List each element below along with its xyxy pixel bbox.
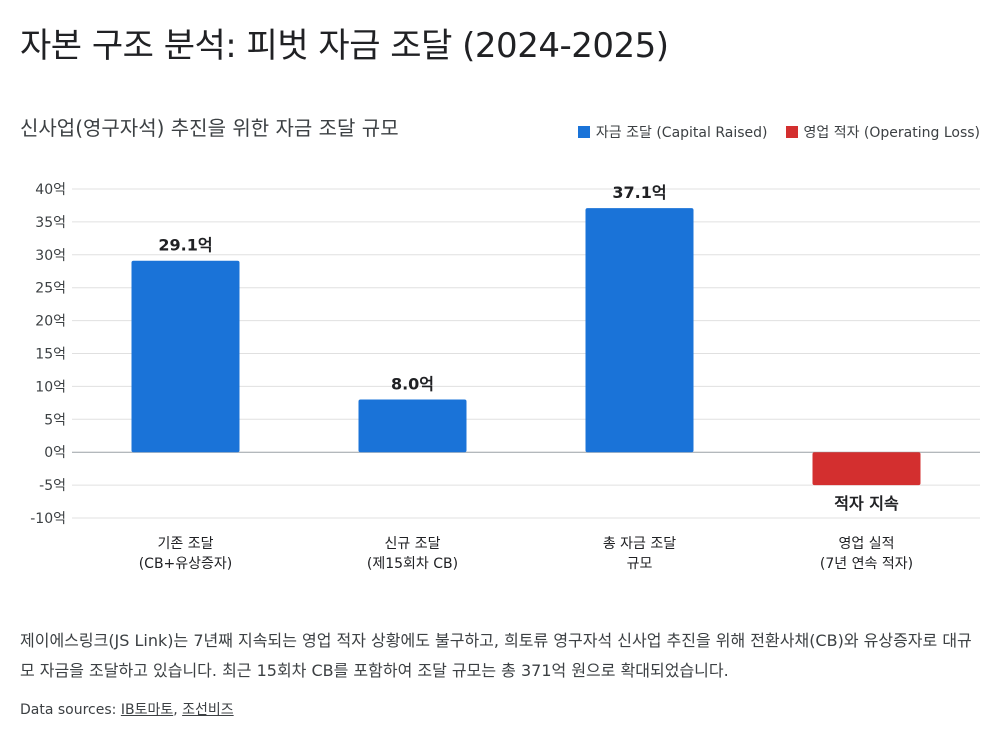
x-tick-label: (CB+유상증자) <box>139 556 233 572</box>
x-tick-label: (7년 연속 적자) <box>820 556 913 572</box>
x-tick-label: 신규 조달 <box>385 536 441 552</box>
y-tick-label: 30억 <box>35 248 66 264</box>
x-tick-label: 규모 <box>627 556 653 572</box>
description-text: 제이에스링크(JS Link)는 7년째 지속되는 영업 적자 상황에도 불구하… <box>20 631 972 680</box>
y-tick-label: 5억 <box>44 412 66 428</box>
x-tick-label: 기존 조달 <box>158 536 214 552</box>
bar <box>131 260 240 453</box>
bar-chart: -10억 -5억 0억 5억 10억 15억 20억 25억 30억 35억 40억 29.1억기존 … <box>30 182 980 572</box>
bar <box>358 399 467 453</box>
y-tick-label: 40억 <box>35 182 66 198</box>
y-tick-label: 35억 <box>35 215 66 231</box>
x-tick-label: (제15회차 CB) <box>367 556 458 572</box>
bar <box>812 452 921 486</box>
bar <box>585 208 694 453</box>
y-tick-label: 25억 <box>35 281 66 297</box>
y-tick-label: -5억 <box>39 478 66 494</box>
x-tick-label: 총 자금 조달 <box>603 536 676 552</box>
sources-prefix: Data sources: <box>20 702 121 718</box>
legend-item-loss: 영업 적자 (Operating Loss) <box>785 122 981 142</box>
legend-swatch-loss <box>785 126 798 138</box>
y-tick-label: -10억 <box>30 511 66 527</box>
data-sources: Data sources: IB토마토, 조선비즈 <box>20 702 234 718</box>
chart-subtitle: 신사업(영구자석) 추진을 위한 자금 조달 규모 <box>20 116 399 140</box>
y-tick-label: 0억 <box>44 445 66 461</box>
data-label: 29.1억 <box>158 236 212 255</box>
y-tick-label: 20억 <box>35 314 66 330</box>
x-tick-label: 영업 실적 <box>839 536 895 552</box>
data-label: 적자 지속 <box>834 494 899 513</box>
legend-swatch-capital <box>577 126 590 138</box>
page-title: 자본 구조 분석: 피벗 자금 조달 (2024-2025) <box>20 26 669 66</box>
source-link-chosunbiz[interactable]: 조선비즈 <box>182 702 234 718</box>
legend-label-capital: 자금 조달 (Capital Raised) <box>595 125 768 141</box>
legend-label-loss: 영업 적자 (Operating Loss) <box>803 125 981 141</box>
y-tick-label: 15억 <box>35 347 66 363</box>
y-tick-label: 10억 <box>35 379 66 395</box>
legend-item-capital: 자금 조달 (Capital Raised) <box>577 122 768 142</box>
chart-legend: 자금 조달 (Capital Raised) 영업 적자 (Operating … <box>577 122 981 142</box>
data-label: 37.1억 <box>612 183 666 202</box>
source-link-ibtomato[interactable]: IB토마토 <box>120 702 174 718</box>
data-label: 8.0억 <box>391 375 434 394</box>
